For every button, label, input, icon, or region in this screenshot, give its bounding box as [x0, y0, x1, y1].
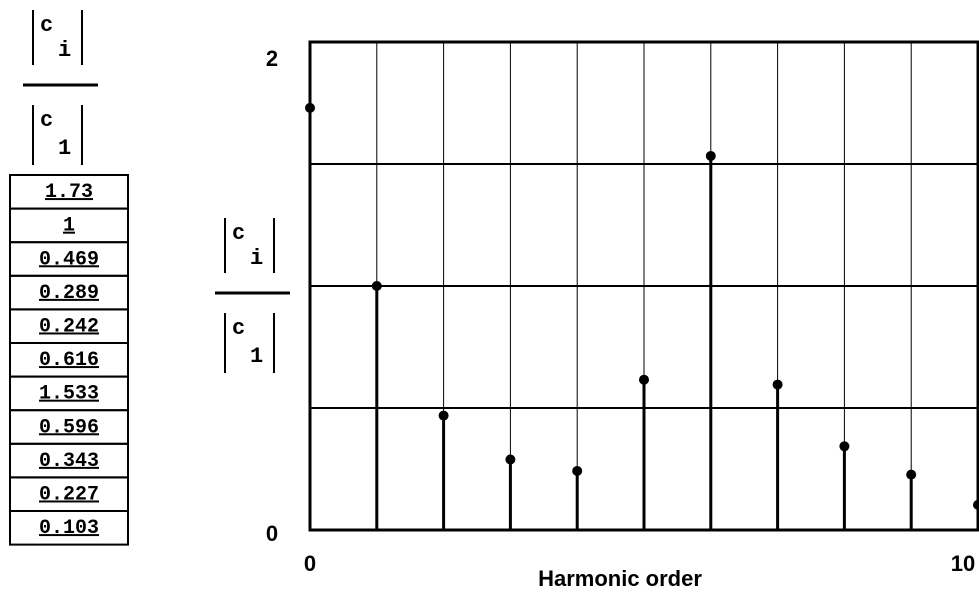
- stem: [772, 379, 783, 530]
- stem: [305, 102, 315, 530]
- stem: [505, 454, 516, 530]
- x-tick-label: 10: [951, 551, 975, 576]
- stem-point: [772, 379, 783, 390]
- table-value: 0.616: [39, 349, 99, 372]
- y-tick-label: 2: [266, 46, 278, 71]
- ratio-top: c: [40, 13, 53, 38]
- stem-point: [572, 465, 583, 476]
- table-value: 0.227: [39, 483, 99, 506]
- ratio-top-sub: i: [250, 246, 263, 271]
- stem-point: [839, 441, 850, 452]
- stem-point: [505, 454, 516, 465]
- stem: [371, 281, 382, 530]
- stem-point: [371, 281, 382, 291]
- stem: [705, 150, 716, 530]
- table-value: 0.469: [39, 248, 99, 271]
- table-value: 0.103: [39, 517, 99, 540]
- y-tick-label: 0: [266, 521, 278, 546]
- ratio-bottom: c: [40, 108, 53, 133]
- ratio-bottom-sub: 1: [250, 344, 263, 369]
- stem: [973, 499, 979, 530]
- stem-point: [705, 150, 716, 161]
- stem-point: [438, 410, 449, 421]
- table-value: 0.242: [39, 315, 99, 338]
- table-cell: [9, 510, 129, 546]
- table-value: 0.289: [39, 282, 99, 305]
- stem: [572, 465, 583, 530]
- table-value: 1: [63, 215, 75, 238]
- table-value: 0.596: [39, 416, 99, 439]
- ratio-bottom-sub: 1: [58, 136, 71, 161]
- stem-point: [305, 102, 315, 113]
- table-value: 1.533: [39, 383, 99, 406]
- x-tick-label: 0: [304, 551, 316, 576]
- x-axis-label: Harmonic order: [538, 566, 702, 591]
- ratio-top: c: [232, 221, 245, 246]
- ratio-bottom: c: [232, 316, 245, 341]
- stem: [438, 410, 449, 530]
- stem: [906, 469, 917, 530]
- table-value: 0.343: [39, 450, 99, 473]
- stem-point: [906, 469, 917, 480]
- stem-point: [639, 374, 649, 385]
- ratio-top-sub: i: [58, 38, 71, 63]
- table-value: 1.73: [45, 181, 93, 204]
- stem: [839, 441, 850, 530]
- stem: [639, 374, 649, 530]
- stem-point: [973, 499, 979, 510]
